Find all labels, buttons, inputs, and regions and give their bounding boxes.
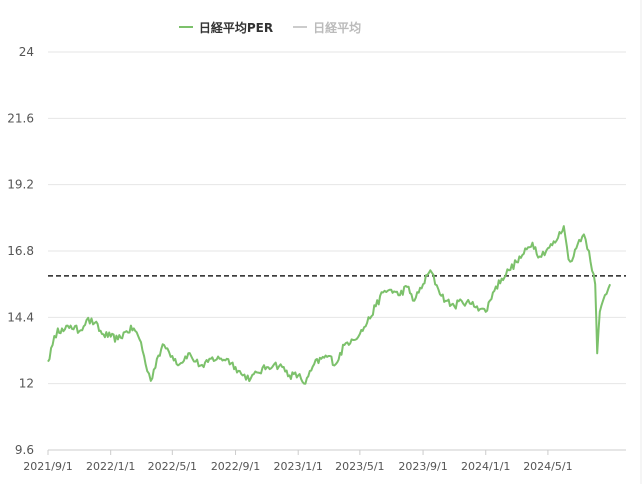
- legend-label-per: 日経平均PER: [198, 20, 274, 35]
- x-tick-label: 2022/5/1: [148, 460, 197, 473]
- y-tick-label: 16.8: [7, 244, 34, 258]
- y-tick-label: 14.4: [7, 310, 34, 324]
- legend: 日経平均PER 日経平均: [0, 16, 540, 38]
- series-layer: [47, 225, 612, 385]
- grid-lines: [48, 51, 626, 451]
- series-line-per: [47, 225, 612, 385]
- x-axis-ticks: 2021/9/1 2022/1/1 2022/5/1 2022/9/1 2023/1/1…: [23, 450, 573, 473]
- y-tick-label: 9.6: [15, 443, 34, 457]
- y-tick-label: 21.6: [7, 111, 34, 125]
- x-tick-label: 2024/1/1: [461, 460, 510, 473]
- x-tick-label: 2022/9/1: [211, 460, 260, 473]
- x-tick-label: 2024/5/1: [523, 460, 572, 473]
- y-tick-label: 24: [19, 45, 34, 59]
- legend-item-per[interactable]: 日経平均PER: [178, 19, 274, 36]
- legend-swatch-nikkei: [293, 26, 308, 28]
- x-tick-label: 2023/1/1: [274, 460, 323, 473]
- x-tick-label: 2023/5/1: [335, 460, 384, 473]
- legend-item-nikkei[interactable]: 日経平均: [293, 19, 361, 36]
- x-tick-label: 2021/9/1: [23, 460, 72, 473]
- y-tick-label: 12: [19, 377, 34, 391]
- x-tick-label: 2022/1/1: [86, 460, 135, 473]
- x-tick-label: 2023/9/1: [398, 460, 447, 473]
- legend-swatch-per: [178, 26, 193, 28]
- y-axis-ticks: 24 21.6 19.2 16.8 14.4 12 9.6: [7, 45, 34, 457]
- y-tick-label: 19.2: [7, 178, 34, 192]
- legend-label-nikkei: 日経平均: [313, 20, 362, 35]
